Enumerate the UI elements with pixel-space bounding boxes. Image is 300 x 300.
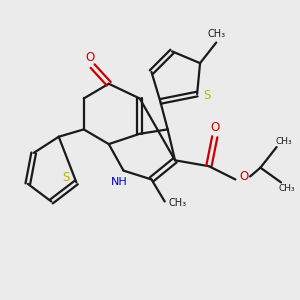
Text: S: S [204,89,211,102]
Text: CH₃: CH₃ [207,29,225,39]
Text: CH₃: CH₃ [279,184,295,194]
Text: O: O [85,51,94,64]
Text: CH₃: CH₃ [169,198,187,208]
Text: O: O [239,170,248,183]
Text: S: S [62,171,70,184]
Text: NH: NH [111,177,128,187]
Text: CH₃: CH₃ [276,137,292,146]
Text: O: O [210,122,219,134]
